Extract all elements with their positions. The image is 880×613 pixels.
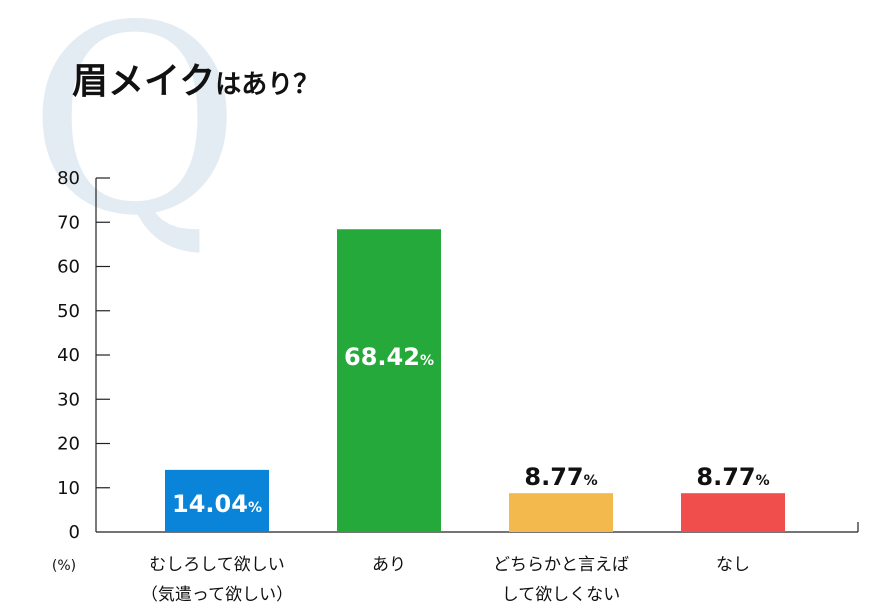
y-tick-label: 80: [57, 168, 80, 189]
chart-title-sub: はあり？: [215, 70, 320, 100]
category-label-3: どちらかと言えば: [493, 555, 629, 575]
category-label-2: あり: [372, 555, 406, 575]
bar-4: [681, 493, 785, 532]
y-tick-label: 0: [69, 522, 80, 543]
bar-2: [337, 229, 441, 532]
data-label-1: 14.04%: [172, 490, 262, 518]
y-tick-label: 20: [57, 434, 80, 455]
bar-3: [509, 493, 613, 532]
y-tick-label: 50: [57, 301, 80, 322]
chart-title: 眉メイクはあり？: [72, 52, 319, 104]
y-tick-label: 70: [57, 212, 80, 233]
category-label-1: むしろして欲しい: [149, 555, 285, 575]
y-tick-label: 10: [57, 478, 80, 499]
bar-1: [165, 469, 269, 532]
chart-title-main: 眉メイク: [72, 61, 216, 102]
data-label-3: 8.77%: [524, 463, 597, 491]
category-label-3: して欲しくない: [502, 585, 621, 605]
y-tick-label: 40: [57, 345, 80, 366]
y-tick-label: 60: [57, 257, 80, 278]
category-label-4: なし: [716, 555, 750, 575]
y-unit-label: (%): [52, 558, 76, 574]
category-label-1: （気遣って欲しい）: [141, 585, 293, 605]
y-tick-label: 30: [57, 389, 80, 410]
q-watermark: Q: [28, 0, 242, 273]
data-label-4: 8.77%: [696, 463, 769, 491]
data-label-2: 68.42%: [344, 343, 434, 371]
